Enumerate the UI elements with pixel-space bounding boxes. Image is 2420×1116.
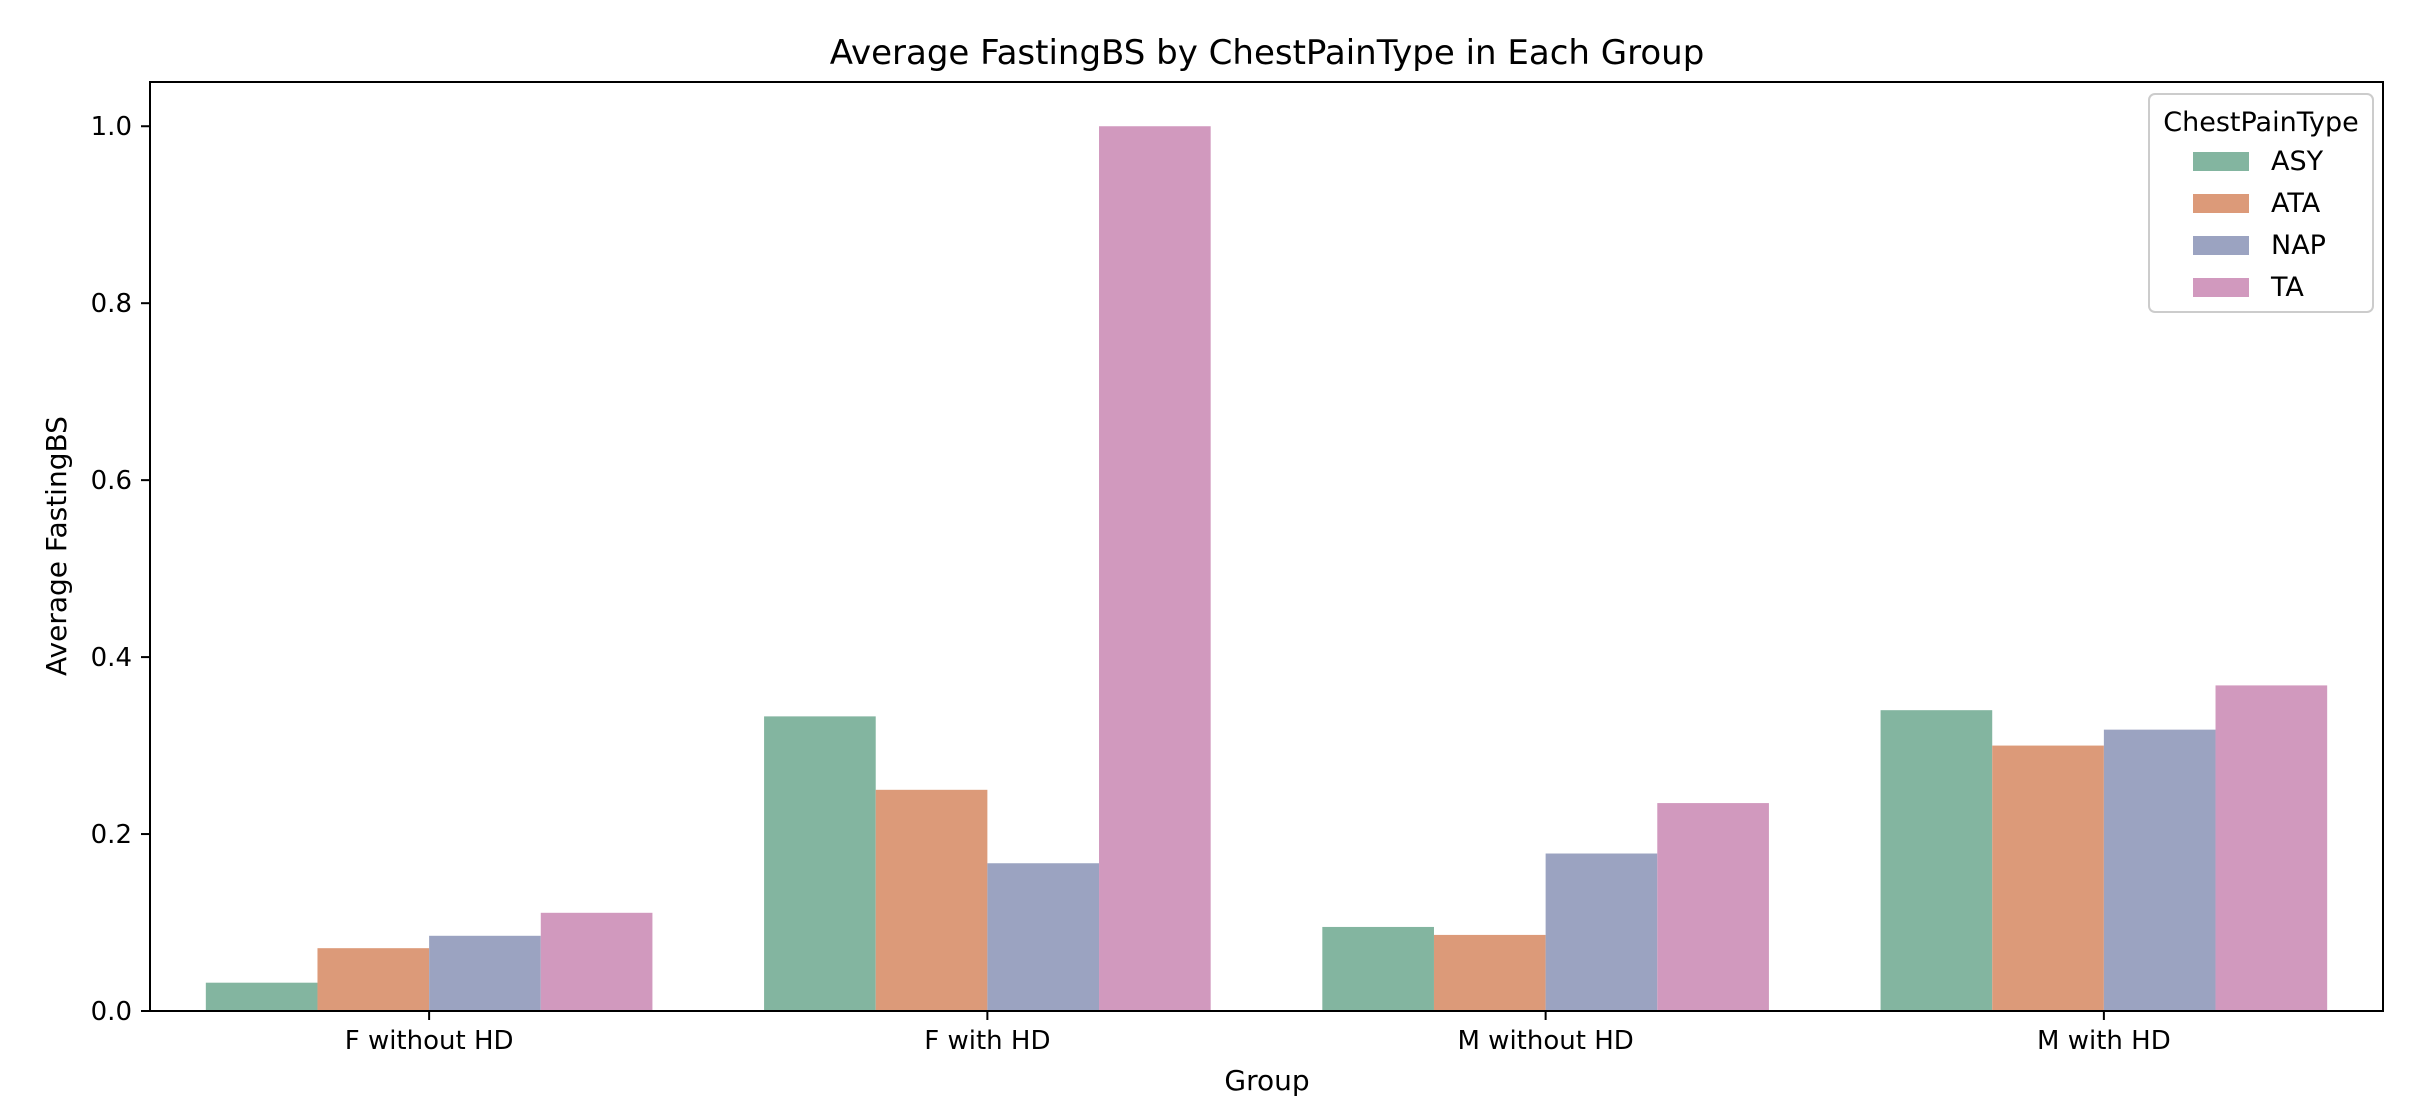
bar-nap-m-without-hd — [1545, 853, 1658, 1011]
plot-area — [205, 126, 2328, 1011]
axes: F without HD F with HD M without HD M with … — [91, 112, 2171, 1056]
bar-nap-f-without-hd — [429, 935, 541, 1011]
bar-ata-f-with-hd — [875, 789, 988, 1011]
y-tick-label: 0.0 — [91, 997, 132, 1027]
chart-title: Average FastingBS by ChestPainType in Ea… — [830, 33, 1705, 73]
legend-title: ChestPainType — [2163, 107, 2358, 138]
plot-frame — [149, 81, 2384, 1012]
bar-ta-m-with-hd — [2215, 685, 2328, 1011]
bar-ata-m-with-hd — [1992, 745, 2104, 1011]
bar-asy-m-without-hd — [1322, 926, 1434, 1011]
legend-label-asy: ASY — [2271, 146, 2324, 177]
legend: ChestPainType ASY ATA NAP TA — [2148, 93, 2374, 313]
bar-asy-f-with-hd — [764, 716, 876, 1011]
x-tick-label: F with HD — [924, 1026, 1050, 1056]
legend-label-nap: NAP — [2271, 230, 2326, 261]
bar-ta-f-with-hd — [1099, 126, 1211, 1011]
y-tick-label: 0.4 — [91, 643, 132, 673]
bar-ta-f-without-hd — [540, 912, 653, 1011]
bar-ata-m-without-hd — [1433, 934, 1546, 1011]
bar-asy-f-without-hd — [205, 982, 318, 1011]
bar-nap-f-with-hd — [987, 863, 1100, 1011]
legend-swatch-nap — [2193, 236, 2249, 255]
x-tick-label: M without HD — [1457, 1026, 1633, 1056]
legend-swatch-ta — [2193, 278, 2249, 297]
legend-box — [2148, 93, 2374, 313]
y-tick-label: 0.6 — [91, 466, 132, 496]
y-tick-label: 0.8 — [91, 289, 132, 319]
legend-label-ata: ATA — [2271, 188, 2321, 219]
legend-swatch-ata — [2193, 194, 2249, 213]
legend-label-ta: TA — [2270, 272, 2304, 303]
legend-swatch-asy — [2193, 152, 2249, 171]
x-tick-label: M with HD — [2037, 1026, 2171, 1056]
x-axis-title: Group — [1224, 1064, 1309, 1097]
bar-ta-m-without-hd — [1657, 803, 1769, 1011]
y-tick-label: 0.2 — [91, 820, 132, 850]
bar-ata-f-without-hd — [317, 948, 430, 1011]
x-tick-label: F without HD — [345, 1026, 514, 1056]
y-axis-title: Average FastingBS — [40, 416, 73, 676]
bar-nap-m-with-hd — [2103, 729, 2216, 1011]
y-tick-label: 1.0 — [91, 112, 132, 142]
bar-asy-m-with-hd — [1880, 710, 1993, 1011]
